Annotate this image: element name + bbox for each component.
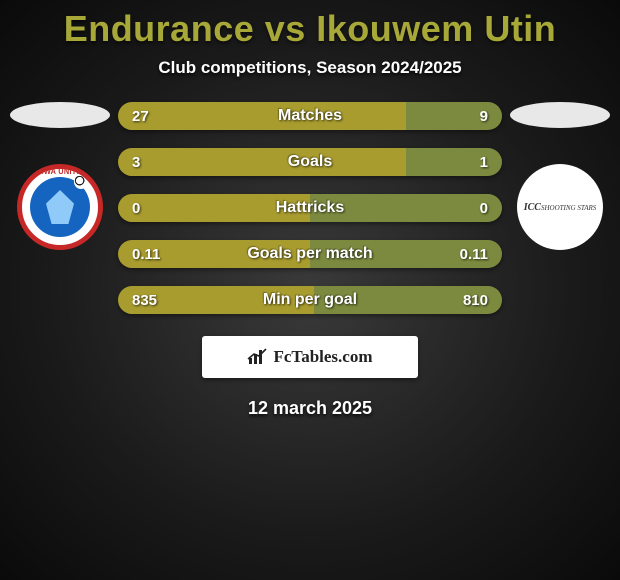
left-player-col: AKWA UNITED xyxy=(10,102,110,250)
right-badge-line2: SHOOTING STARS xyxy=(541,204,596,212)
bar-right-fill xyxy=(310,240,502,268)
left-player-silhouette xyxy=(10,102,110,128)
stat-bar: Goals per match0.110.11 xyxy=(118,240,502,268)
date-label: 12 march 2025 xyxy=(0,398,620,419)
right-player-col: ICCSHOOTING STARS xyxy=(510,102,610,250)
right-badge-line1: ICC xyxy=(524,202,541,213)
branding-badge[interactable]: FcTables.com xyxy=(202,336,418,378)
stat-bar: Matches279 xyxy=(118,102,502,130)
comparison-row: AKWA UNITED Matches279 Goals31 Hattricks00… xyxy=(0,102,620,314)
bar-left-fill xyxy=(118,240,310,268)
bar-left-fill xyxy=(118,286,314,314)
bar-left-fill xyxy=(118,148,406,176)
page-title: Endurance vs Ikouwem Utin xyxy=(0,8,620,50)
left-club-badge: AKWA UNITED xyxy=(17,164,103,250)
branding-text: FcTables.com xyxy=(273,347,372,367)
bar-right-fill xyxy=(310,194,502,222)
stat-bar: Hattricks00 xyxy=(118,194,502,222)
bar-left-fill xyxy=(118,194,310,222)
bar-right-fill xyxy=(406,102,502,130)
right-club-badge: ICCSHOOTING STARS xyxy=(517,164,603,250)
bar-right-fill xyxy=(406,148,502,176)
bar-right-fill xyxy=(314,286,502,314)
subtitle: Club competitions, Season 2024/2025 xyxy=(0,58,620,78)
stat-bars: Matches279 Goals31 Hattricks00 Goals per ma… xyxy=(110,102,510,314)
stat-bar: Min per goal835810 xyxy=(118,286,502,314)
chart-icon xyxy=(247,348,269,366)
stat-bar: Goals31 xyxy=(118,148,502,176)
bar-left-fill xyxy=(118,102,406,130)
right-player-silhouette xyxy=(510,102,610,128)
